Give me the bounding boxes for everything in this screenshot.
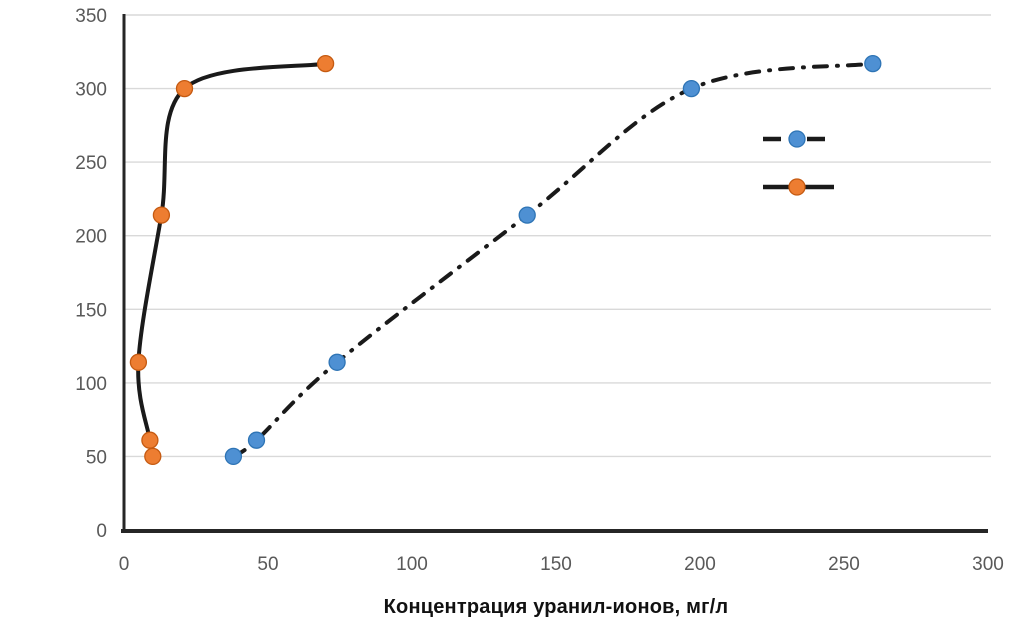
blue-dash-dot-series-marker [864, 54, 882, 73]
orange-solid-series-marker [316, 54, 335, 73]
y-tick-label: 250 [75, 153, 107, 174]
x-axis-title: Концентрация уранил-ионов, мг/л [383, 596, 729, 618]
y-tick-label: 150 [75, 300, 107, 321]
y-tick-label: 100 [75, 374, 107, 395]
y-tick-label: 300 [75, 80, 107, 101]
blue-dash-dot-series-marker [247, 431, 266, 449]
x-tick-label: 0 [119, 554, 130, 575]
x-tick-label: 150 [540, 554, 572, 575]
orange-solid-series-marker [141, 431, 159, 449]
y-tick-label: 50 [86, 447, 107, 468]
x-tick-label: 100 [396, 554, 428, 575]
blue-dash-dot-series-marker [518, 206, 536, 224]
blue-dash-dot-series-marker [328, 353, 346, 371]
x-tick-label: 200 [684, 554, 716, 575]
orange-solid-series-line [136, 61, 328, 459]
blue-dash-dot-series-marker [682, 79, 701, 98]
orange-solid-series-marker [129, 353, 148, 371]
legend-marker-blue-dash-dot-series [788, 130, 806, 148]
x-tick-label: 300 [972, 554, 1004, 575]
y-tick-label: 0 [96, 521, 107, 542]
orange-solid-series-marker [144, 447, 162, 466]
blue-dash-dot-series-line [231, 61, 875, 459]
x-tick-label: 50 [257, 554, 278, 575]
y-tick-label: 350 [75, 6, 107, 27]
orange-solid-series-marker [152, 206, 171, 224]
blue-dash-dot-series-marker [224, 447, 243, 466]
x-tick-label: 250 [828, 554, 860, 575]
legend-marker-orange-solid-series [788, 178, 806, 196]
orange-solid-series-marker [175, 79, 194, 98]
y-tick-label: 200 [75, 227, 107, 248]
